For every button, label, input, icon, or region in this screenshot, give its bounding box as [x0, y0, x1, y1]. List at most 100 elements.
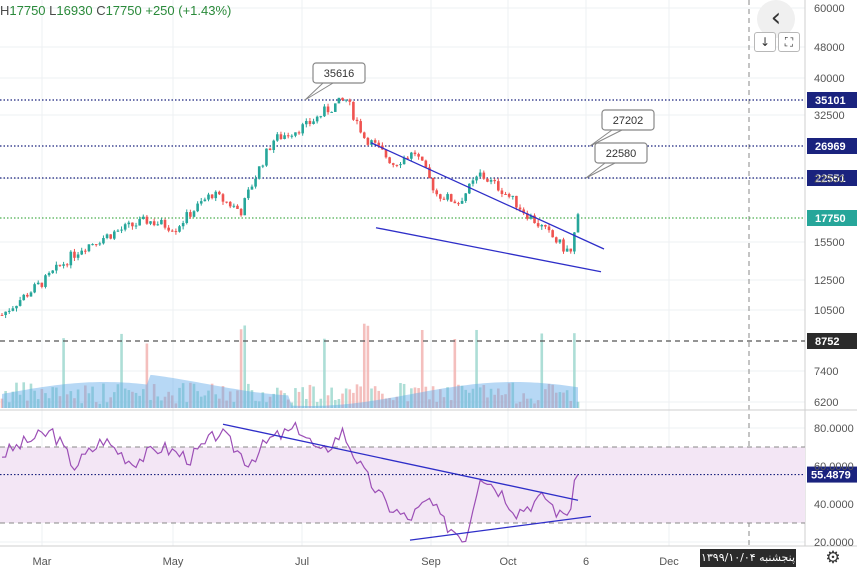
- price-tick-label: 6200: [814, 397, 838, 409]
- volume-bar: [87, 393, 91, 408]
- volume-bar: [442, 397, 446, 408]
- volume-bar: [250, 390, 254, 408]
- volume-bar: [228, 391, 232, 408]
- candle: [170, 230, 174, 232]
- candle: [58, 264, 62, 266]
- candle: [247, 189, 250, 199]
- price-tick-label: 32500: [814, 110, 845, 122]
- volume-bar: [29, 383, 33, 408]
- price-level-label: 26969: [815, 141, 846, 153]
- volume-bar: [113, 392, 116, 408]
- volume-bar: [73, 398, 76, 408]
- fullscreen-icon[interactable]: ⛶: [778, 32, 800, 52]
- close-label: C: [96, 3, 106, 18]
- candle: [486, 178, 489, 182]
- rsi-lower-trendline: [409, 515, 592, 541]
- volume-bar: [84, 385, 87, 408]
- candle: [323, 106, 326, 117]
- volume-bar: [181, 383, 185, 408]
- candle: [257, 166, 261, 179]
- volume-bar: [80, 403, 83, 408]
- callout-box: [601, 109, 655, 131]
- candle: [283, 135, 286, 139]
- candle: [478, 172, 482, 177]
- volume-bar: [65, 394, 69, 408]
- candle: [460, 200, 464, 204]
- candle: [395, 164, 399, 166]
- volume-bar: [265, 402, 268, 408]
- wedge-upper-line: [370, 142, 605, 250]
- volume-bar: [308, 384, 312, 408]
- volume-bar: [167, 391, 170, 408]
- price-level-label: 22551: [815, 173, 846, 185]
- volume-bar: [105, 402, 109, 408]
- candle: [431, 177, 435, 191]
- volume-bar: [544, 389, 547, 408]
- volume-bar: [221, 386, 225, 408]
- candle: [305, 120, 308, 125]
- volume-bar: [261, 392, 265, 408]
- price-tick-label: 15500: [814, 237, 845, 249]
- volume-bar: [305, 398, 308, 408]
- candle: [522, 209, 525, 214]
- volume-bar: [562, 392, 565, 408]
- volume-bar: [149, 399, 152, 408]
- candle: [76, 254, 80, 258]
- volume-bar: [207, 390, 210, 408]
- candle: [265, 148, 268, 166]
- callout-label: 27202: [613, 115, 644, 127]
- candle: [388, 157, 391, 164]
- chevron-left-icon[interactable]: ‹: [757, 0, 795, 38]
- volume-bar: [431, 386, 435, 408]
- volume-bar: [547, 383, 551, 408]
- volume-bar: [62, 338, 65, 408]
- volume-bar: [471, 388, 475, 408]
- candle: [366, 137, 370, 145]
- price-tick-label: 40000: [814, 73, 845, 85]
- candle: [243, 198, 247, 216]
- candle: [402, 157, 406, 165]
- volume-bar: [315, 401, 319, 408]
- axes-layer: 60000 48000 40000 32500 22500 15500 12500 10500…: [33, 3, 854, 568]
- candle: [98, 243, 102, 245]
- candle: [428, 167, 431, 178]
- volume-bar: [123, 388, 127, 408]
- volume-bar: [22, 382, 26, 408]
- candle: [11, 308, 15, 311]
- volume-bar: [446, 387, 449, 408]
- candle: [26, 294, 29, 297]
- candle: [439, 194, 442, 199]
- candle: [489, 180, 493, 182]
- candle: [301, 124, 304, 134]
- candle: [80, 250, 83, 255]
- candle: [525, 213, 529, 219]
- volume-bar: [55, 387, 58, 408]
- down-arrow-icon[interactable]: ↓: [754, 32, 776, 52]
- price-level-tag: [807, 170, 857, 186]
- volume-bar: [286, 399, 290, 408]
- volume-bar: [522, 393, 525, 408]
- volume-bar: [319, 398, 323, 408]
- volume-bar: [76, 389, 80, 408]
- volume-bar: [554, 392, 558, 408]
- volume-bar: [576, 401, 580, 408]
- gear-icon[interactable]: ⚙: [825, 548, 841, 568]
- candle: [319, 116, 323, 118]
- volume-bar: [127, 390, 131, 408]
- candle: [453, 201, 457, 204]
- candle: [192, 211, 196, 217]
- volume-bar: [515, 403, 518, 408]
- volume-bar: [189, 382, 192, 408]
- volume-bar: [102, 383, 105, 408]
- volume-bar: [558, 392, 562, 408]
- volume-bar: [489, 388, 493, 408]
- candle: [105, 234, 109, 239]
- candle: [373, 140, 377, 143]
- candle: [55, 264, 58, 271]
- volume-bar: [424, 386, 428, 408]
- candle: [348, 99, 352, 102]
- rsi-tick-label: 20.0000: [814, 537, 854, 549]
- price-level-tag: [807, 92, 857, 108]
- candle: [518, 207, 522, 210]
